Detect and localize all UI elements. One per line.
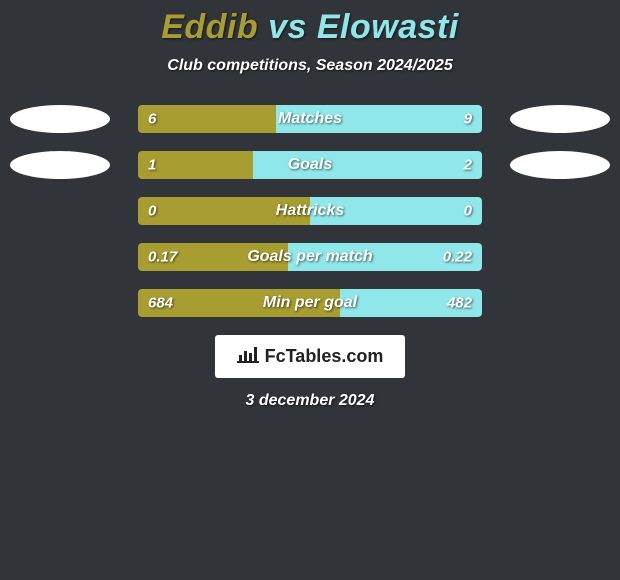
team-logo-right <box>510 105 610 133</box>
stat-rows: 6 9 Matches 1 2 Goals 0 0 Hattricks 0.17 0.22 Goals… <box>0 105 620 317</box>
stat-label: Matches <box>278 110 342 128</box>
stat-bar: 684 482 Min per goal <box>138 289 482 317</box>
title-vs: vs <box>258 8 317 46</box>
stat-row: 0 0 Hattricks <box>0 197 620 225</box>
brand-chart-icon <box>237 345 259 368</box>
brand-box: FcTables.com <box>215 335 406 378</box>
stat-bar: 0.17 0.22 Goals per match <box>138 243 482 271</box>
stat-row: 6 9 Matches <box>0 105 620 133</box>
stat-left-value: 6 <box>148 111 156 128</box>
stat-right-value: 9 <box>464 111 472 128</box>
title-left-player: Eddib <box>161 8 258 46</box>
stat-right-value: 482 <box>447 295 472 312</box>
date-text: 3 december 2024 <box>246 392 375 410</box>
stat-right-value: 2 <box>464 157 472 174</box>
stat-label: Min per goal <box>263 294 357 312</box>
stat-label: Goals <box>288 156 332 174</box>
team-logo-left <box>10 151 110 179</box>
stat-bar: 6 9 Matches <box>138 105 482 133</box>
team-logo-left <box>10 105 110 133</box>
brand-text: FcTables.com <box>265 346 384 367</box>
stat-row: 1 2 Goals <box>0 151 620 179</box>
stat-row: 0.17 0.22 Goals per match <box>0 243 620 271</box>
stat-left-value: 0.17 <box>148 249 177 266</box>
stat-bar: 1 2 Goals <box>138 151 482 179</box>
title-right-player: Elowasti <box>317 8 459 46</box>
stat-label: Hattricks <box>276 202 344 220</box>
stat-bar: 0 0 Hattricks <box>138 197 482 225</box>
page-title: Eddib vs Elowasti <box>161 8 459 47</box>
team-logo-right <box>510 151 610 179</box>
stat-right-value: 0.22 <box>443 249 472 266</box>
stat-right-value: 0 <box>464 203 472 220</box>
comparison-container: Eddib vs Elowasti Club competitions, Sea… <box>0 0 620 580</box>
stat-row: 684 482 Min per goal <box>0 289 620 317</box>
stat-left-value: 0 <box>148 203 156 220</box>
stat-label: Goals per match <box>247 248 372 266</box>
stat-bar-left <box>138 105 276 133</box>
stat-left-value: 1 <box>148 157 156 174</box>
stat-left-value: 684 <box>148 295 173 312</box>
subtitle: Club competitions, Season 2024/2025 <box>167 57 452 75</box>
